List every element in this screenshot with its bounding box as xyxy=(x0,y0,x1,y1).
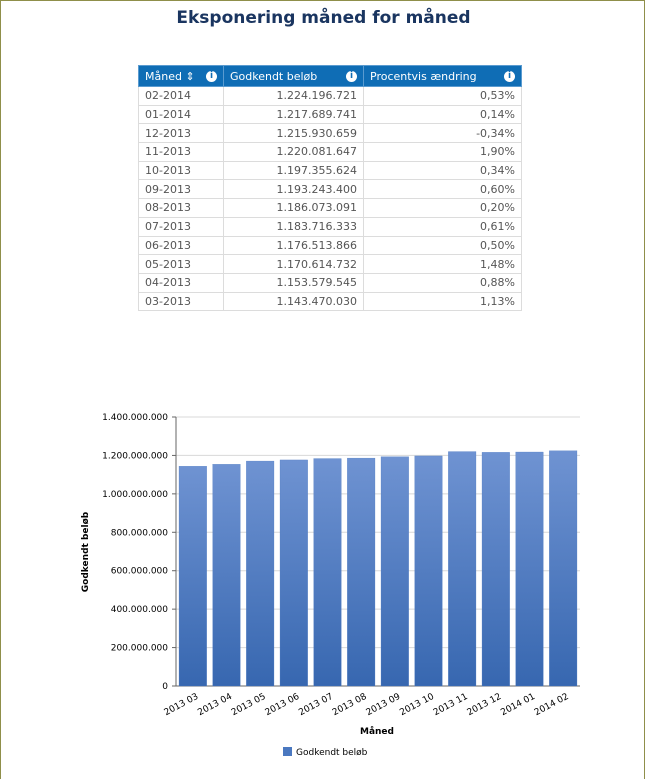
y-axis-label: Godkendt beløb xyxy=(81,511,91,592)
table-cell: 1.215.930.659 xyxy=(223,123,364,144)
legend-swatch xyxy=(283,747,292,756)
y-tick-label: 200.000.000 xyxy=(111,644,169,654)
page-title: Eksponering måned for måned xyxy=(176,8,471,28)
table-cell: 1.193.243.400 xyxy=(223,179,364,200)
bar xyxy=(212,464,241,687)
info-icon[interactable]: i xyxy=(346,70,357,82)
table-cell: 10-2013 xyxy=(138,160,224,181)
table-row: 08-2013 1.186.073.091 0,20% xyxy=(138,198,522,218)
table-row: 05-2013 1.170.614.732 1,48% xyxy=(138,254,522,274)
y-tick-label: 1.400.000.000 xyxy=(102,413,168,423)
bar xyxy=(380,456,409,687)
x-tick-label: 2013 09 xyxy=(365,692,403,718)
table-cell: 1,90% xyxy=(363,142,522,162)
y-tick-label: 0 xyxy=(162,682,168,692)
table-cell: 1.143.470.030 xyxy=(223,291,364,312)
bar xyxy=(515,451,544,687)
y-tick-label: 600.000.000 xyxy=(111,567,169,577)
table-cell: 1,13% xyxy=(363,291,522,312)
column-header[interactable]: Godkendt beløb i xyxy=(223,65,364,87)
x-tick-label: 2013 03 xyxy=(163,692,201,718)
x-tick-label: 2014 02 xyxy=(533,692,571,718)
column-label: Procentvis ændring xyxy=(370,69,477,83)
y-tick-label: 1.000.000.000 xyxy=(102,490,168,500)
table-cell: 05-2013 xyxy=(138,254,224,274)
bar xyxy=(313,458,342,687)
info-icon[interactable]: i xyxy=(206,70,217,82)
table-cell: 06-2013 xyxy=(138,235,224,256)
x-tick-label: 2014 01 xyxy=(499,692,537,718)
table-cell: 0,61% xyxy=(363,216,522,237)
table-cell: 1.183.716.333 xyxy=(223,216,364,237)
x-tick-label: 2013 10 xyxy=(398,692,436,718)
table-row: 07-2013 1.183.716.333 0,61% xyxy=(138,216,522,237)
table-cell: 1.217.689.741 xyxy=(223,104,364,125)
table-row: 11-2013 1.220.081.647 1,90% xyxy=(138,142,522,162)
bar xyxy=(549,450,578,687)
bar xyxy=(414,455,443,687)
table-cell: 1.176.513.866 xyxy=(223,235,364,256)
bar xyxy=(246,460,275,687)
table-cell: 03-2013 xyxy=(138,291,224,312)
info-icon[interactable]: i xyxy=(504,70,515,82)
table-cell: 1.197.355.624 xyxy=(223,160,364,181)
sort-icon[interactable]: ⇕ xyxy=(185,69,195,83)
table-row: 02-2014 1.224.196.721 0,53% xyxy=(138,86,522,106)
column-header[interactable]: Måned ⇕ i xyxy=(138,65,224,87)
column-header[interactable]: Procentvis ændring i xyxy=(363,65,522,87)
x-tick-label: 2013 11 xyxy=(432,692,470,718)
x-tick-label: 2013 04 xyxy=(196,692,234,718)
x-tick-label: 2013 12 xyxy=(466,692,504,718)
legend-label: Godkendt beløb xyxy=(296,748,368,758)
y-tick-label: 1.200.000.000 xyxy=(102,451,168,461)
table-body: 02-2014 1.224.196.721 0,53% 01-2014 1.217.68… xyxy=(138,86,522,312)
bar xyxy=(347,457,376,687)
x-tick-label: 2013 07 xyxy=(297,692,335,718)
y-tick-label: 800.000.000 xyxy=(111,528,169,538)
y-tick-label: 400.000.000 xyxy=(111,605,169,615)
bar xyxy=(178,466,207,687)
table-row: 10-2013 1.197.355.624 0,34% xyxy=(138,160,522,181)
bar xyxy=(448,451,477,687)
column-label: Måned xyxy=(145,69,182,83)
table-cell: -0,34% xyxy=(363,123,522,144)
header-row: Måned ⇕ i Godkendt beløb i Procentvis ændr… xyxy=(138,65,522,87)
x-tick-label: 2013 05 xyxy=(230,692,268,718)
bar xyxy=(481,452,510,687)
table-row: 03-2013 1.143.470.030 1,13% xyxy=(138,291,522,312)
table-cell: 12-2013 xyxy=(138,123,224,144)
bar xyxy=(279,459,308,687)
x-tick-label: 2013 08 xyxy=(331,692,369,718)
exposure-table: Måned ⇕ i Godkendt beløb i Procentvis ændr… xyxy=(138,65,522,312)
column-label: Godkendt beløb xyxy=(230,69,318,83)
table-cell: 0,53% xyxy=(363,86,522,106)
x-axis-label: Måned xyxy=(360,726,394,737)
table-row: 12-2013 1.215.930.659 -0,34% xyxy=(138,123,522,144)
table-row: 06-2013 1.176.513.866 0,50% xyxy=(138,235,522,256)
table-cell: 1.170.614.732 xyxy=(223,254,364,274)
x-tick-label: 2013 06 xyxy=(264,692,302,718)
